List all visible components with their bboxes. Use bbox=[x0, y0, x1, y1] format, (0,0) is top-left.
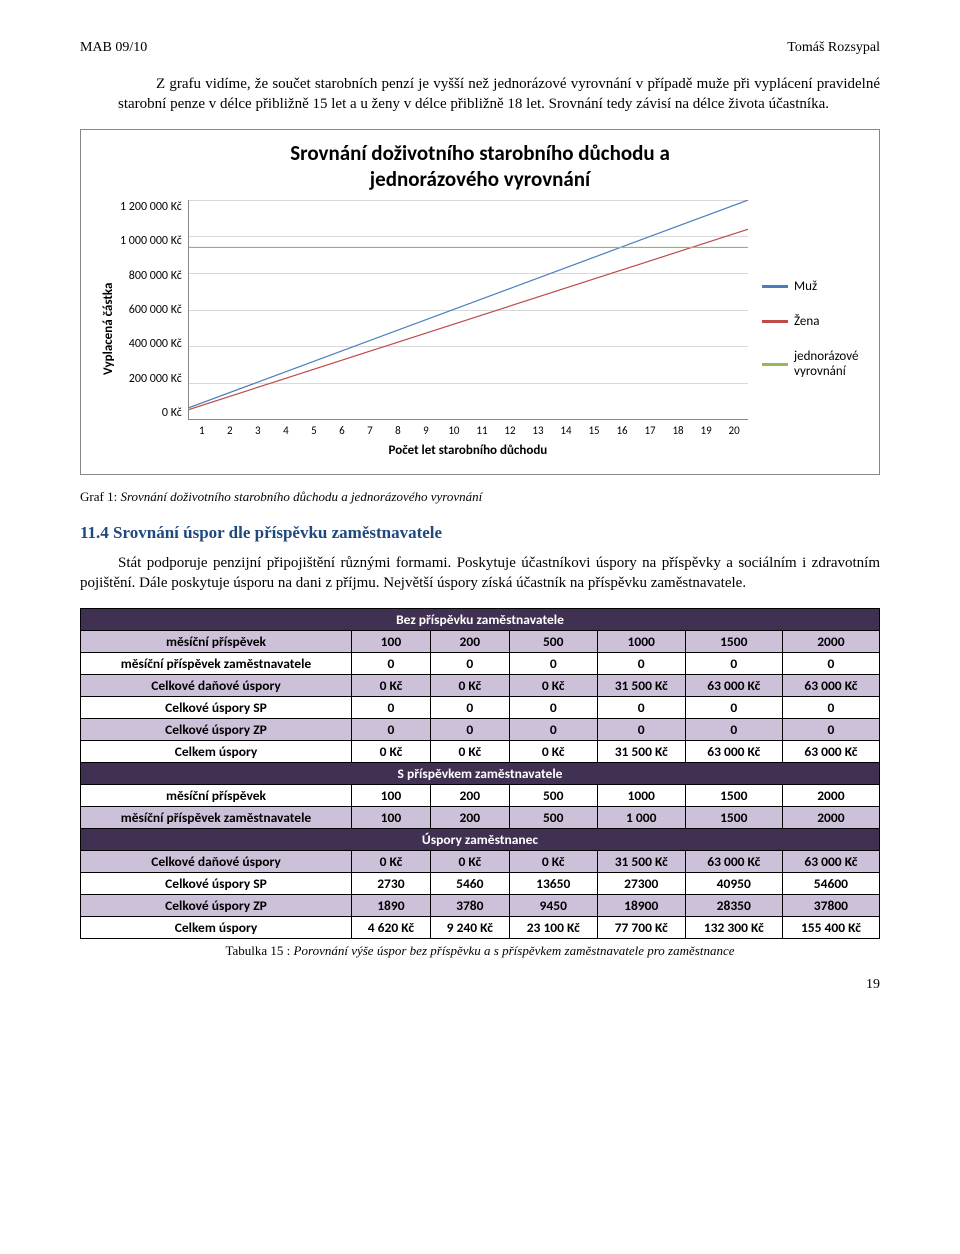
section-heading: 11.4 Srovnání úspor dle příspěvku zaměst… bbox=[80, 523, 880, 543]
table-row: měsíční příspěvek zaměstnavatele10020050… bbox=[81, 806, 880, 828]
chart-container: Srovnání doživotního starobního důchodu … bbox=[80, 129, 880, 476]
header-left: MAB 09/10 bbox=[80, 40, 147, 56]
legend-item: Žena bbox=[762, 314, 863, 329]
x-axis-label: Počet let starobního důchodu bbox=[188, 443, 748, 458]
caption-prefix: Graf 1: bbox=[80, 489, 120, 504]
chart-caption: Graf 1: Srovnání doživotního starobního … bbox=[80, 489, 880, 505]
table-caption: Tabulka 15 : Porovnání výše úspor bez př… bbox=[80, 943, 880, 959]
y-axis-label: Vyplacená částka bbox=[97, 200, 120, 458]
legend-item: jednorázové vyrovnání bbox=[762, 349, 863, 379]
table-row: Celkové úspory SP27305460136502730040950… bbox=[81, 872, 880, 894]
table-row: Celkové daňové úspory0 Kč0 Kč0 Kč31 500 … bbox=[81, 674, 880, 696]
table-row: Celkové úspory ZP000000 bbox=[81, 718, 880, 740]
table-section-2: S příspěvkem zaměstnavatele bbox=[81, 762, 880, 784]
chart-title-line2: jednorázového vyrovnání bbox=[370, 166, 590, 192]
legend-label: jednorázové vyrovnání bbox=[794, 349, 863, 379]
header-right: Tomáš Rozsypal bbox=[787, 40, 880, 56]
table-section-3: Úspory zaměstnanec bbox=[81, 828, 880, 850]
legend-label: Muž bbox=[794, 279, 817, 294]
table-row: Celkové úspory ZP18903780945018900283503… bbox=[81, 894, 880, 916]
table-row: Celkové úspory SP000000 bbox=[81, 696, 880, 718]
table-row: Celkem úspory4 620 Kč9 240 Kč23 100 Kč77… bbox=[81, 916, 880, 938]
caption2-text: Porovnání výše úspor bez příspěvku a s p… bbox=[294, 943, 735, 958]
table-row: měsíční příspěvek100200500100015002000 bbox=[81, 630, 880, 652]
plot-area bbox=[188, 200, 748, 420]
chart-legend: Muž Žena jednorázové vyrovnání bbox=[748, 200, 863, 458]
table-row: Celkem úspory0 Kč0 Kč0 Kč31 500 Kč63 000… bbox=[81, 740, 880, 762]
caption-text: Srovnání doživotního starobního důchodu … bbox=[120, 489, 482, 504]
x-ticks: 1234567891011121314151617181920 bbox=[188, 420, 748, 437]
y-ticks: 1 200 000 Kč1 000 000 Kč800 000 Kč600 00… bbox=[120, 200, 188, 420]
caption2-prefix: Tabulka 15 : bbox=[226, 943, 294, 958]
paragraph-1: Z grafu vidíme, že součet starobních pen… bbox=[118, 74, 880, 115]
table-section-1: Bez příspěvku zaměstnavatele bbox=[81, 608, 880, 630]
page-number: 19 bbox=[80, 977, 880, 993]
paragraph-2: Stát podporuje penzijní připojištění růz… bbox=[80, 553, 880, 594]
table-row: měsíční příspěvek zaměstnavatele000000 bbox=[81, 652, 880, 674]
legend-swatch bbox=[762, 363, 788, 366]
page-header: MAB 09/10 Tomáš Rozsypal bbox=[80, 40, 880, 56]
legend-label: Žena bbox=[794, 314, 819, 329]
table-row: Celkové daňové úspory0 Kč0 Kč0 Kč31 500 … bbox=[81, 850, 880, 872]
table-row: měsíční příspěvek100200500100015002000 bbox=[81, 784, 880, 806]
legend-item: Muž bbox=[762, 279, 863, 294]
chart-title-line1: Srovnání doživotního starobního důchodu … bbox=[290, 140, 670, 166]
legend-swatch bbox=[762, 285, 788, 288]
savings-table: Bez příspěvku zaměstnavatele měsíční pří… bbox=[80, 608, 880, 939]
legend-swatch bbox=[762, 320, 788, 323]
chart-title: Srovnání doživotního starobního důchodu … bbox=[97, 140, 863, 193]
